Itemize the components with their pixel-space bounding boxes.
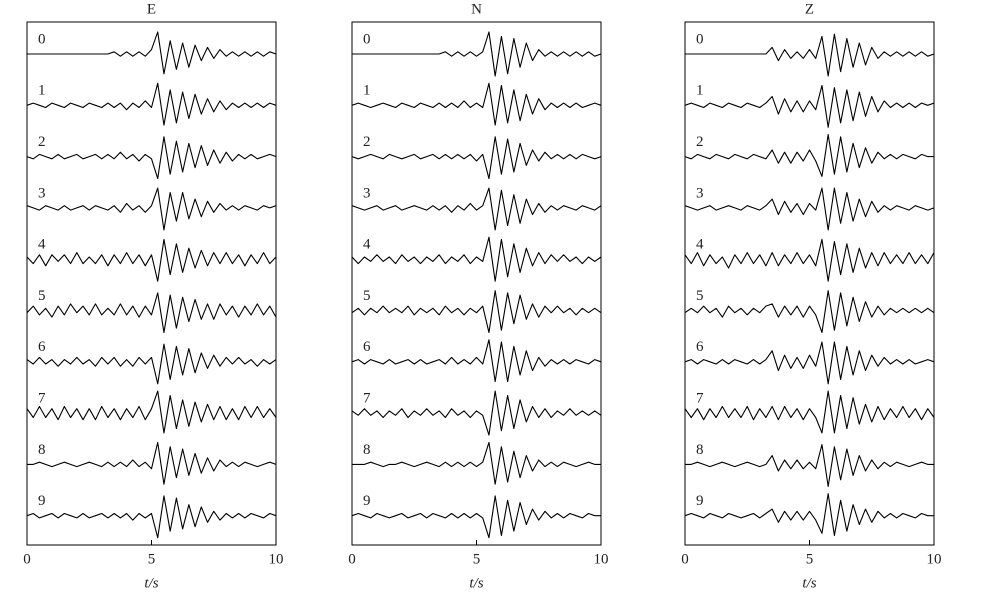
x-tick-label: 5 <box>148 551 156 567</box>
trace <box>27 31 277 75</box>
trace-label: 1 <box>38 83 46 99</box>
x-tick-label: 5 <box>473 551 481 567</box>
trace <box>684 84 935 128</box>
trace-label: 0 <box>696 31 704 47</box>
trace <box>351 390 602 436</box>
trace <box>26 82 277 126</box>
trace <box>352 31 602 77</box>
trace-label: 8 <box>363 442 371 458</box>
trace <box>26 343 277 385</box>
x-tick-label: 10 <box>594 551 609 567</box>
trace <box>26 238 277 282</box>
trace-label: 1 <box>696 83 704 99</box>
trace <box>684 493 934 537</box>
trace-label: 2 <box>363 134 371 150</box>
trace-label: 7 <box>696 391 704 407</box>
trace <box>351 495 601 539</box>
panel-title: N <box>471 1 482 17</box>
trace-label: 3 <box>696 185 704 201</box>
trace <box>685 444 934 487</box>
trace-label: 7 <box>363 391 371 407</box>
trace <box>684 341 935 385</box>
trace <box>26 390 277 434</box>
trace-label: 6 <box>696 339 704 355</box>
trace <box>352 441 601 485</box>
trace <box>351 187 602 231</box>
trace-label: 2 <box>38 134 46 150</box>
trace-label: 4 <box>363 237 371 253</box>
trace <box>684 238 935 282</box>
panel-title: Z <box>805 1 814 17</box>
trace-label: 6 <box>363 339 371 355</box>
x-tick-label: 0 <box>348 551 356 567</box>
trace-label: 8 <box>696 442 704 458</box>
trace <box>684 134 934 177</box>
x-axis-label: t/s <box>802 575 816 591</box>
trace <box>351 339 602 383</box>
trace-label: 3 <box>38 185 46 201</box>
trace <box>351 290 602 334</box>
trace <box>351 82 602 126</box>
trace <box>685 33 935 77</box>
trace-label: 7 <box>38 391 46 407</box>
x-axis-label: t/s <box>144 575 158 591</box>
x-axis-label: t/s <box>469 575 483 591</box>
trace-label: 6 <box>38 339 46 355</box>
panel-title: E <box>147 1 156 17</box>
trace <box>684 187 935 231</box>
trace-label: 5 <box>38 288 46 304</box>
trace-label: 0 <box>38 31 46 47</box>
trace <box>351 236 602 282</box>
trace-label: 2 <box>696 134 704 150</box>
trace-label: 4 <box>696 237 704 253</box>
x-tick-label: 10 <box>927 551 942 567</box>
trace-label: 9 <box>696 493 704 509</box>
trace <box>351 136 602 180</box>
x-tick-label: 5 <box>806 551 814 567</box>
trace-label: 1 <box>363 83 371 99</box>
trace-label: 5 <box>696 288 704 304</box>
trace <box>684 390 935 434</box>
trace <box>26 495 277 539</box>
x-tick-label: 10 <box>269 551 284 567</box>
trace <box>27 441 277 485</box>
trace-label: 4 <box>38 237 46 253</box>
trace <box>26 136 277 180</box>
trace-label: 9 <box>363 493 371 509</box>
trace <box>26 187 277 231</box>
x-tick-label: 0 <box>681 551 689 567</box>
trace-label: 5 <box>363 288 371 304</box>
trace-label: 3 <box>363 185 371 201</box>
trace <box>26 292 277 334</box>
trace-label: 9 <box>38 493 46 509</box>
trace <box>684 290 935 334</box>
trace-label: 0 <box>363 31 371 47</box>
x-tick-label: 0 <box>23 551 31 567</box>
trace-label: 8 <box>38 442 46 458</box>
